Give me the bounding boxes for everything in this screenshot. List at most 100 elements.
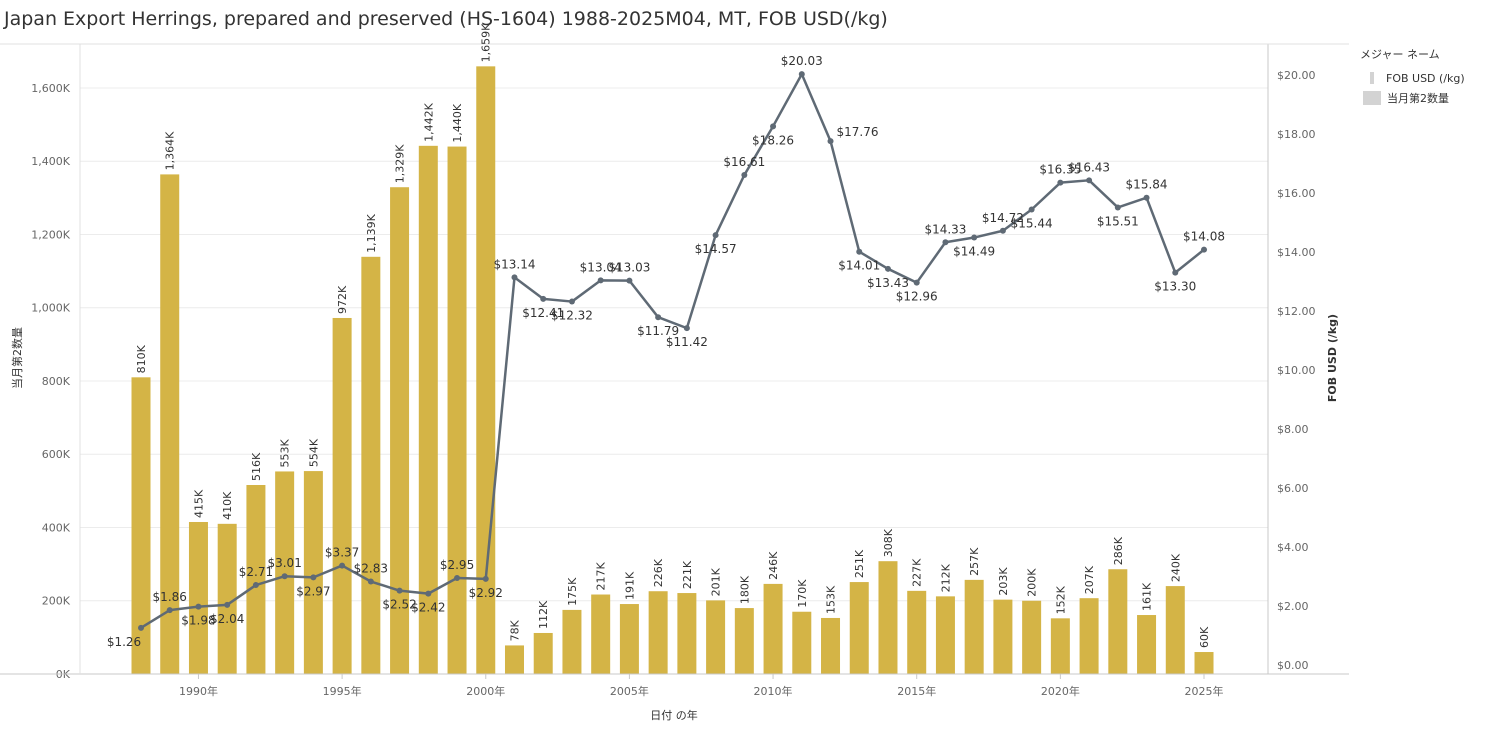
bar-data-label: 1,442K bbox=[422, 102, 435, 141]
bar-data-label: 207K bbox=[1083, 565, 1096, 594]
bar-swatch-icon bbox=[1363, 91, 1381, 105]
price-point bbox=[540, 295, 547, 302]
price-data-label: $17.76 bbox=[837, 125, 879, 139]
left-tick-label: 1,200K bbox=[31, 228, 70, 241]
price-data-label: $2.97 bbox=[296, 584, 330, 598]
price-point bbox=[770, 123, 777, 130]
bar-data-label: 1,440K bbox=[451, 103, 464, 142]
bar bbox=[1165, 586, 1185, 674]
price-data-label: $2.95 bbox=[440, 558, 474, 572]
bar bbox=[1108, 569, 1128, 674]
bar bbox=[849, 582, 869, 674]
bar bbox=[591, 594, 611, 674]
bar bbox=[217, 523, 237, 674]
left-tick-label: 1,600K bbox=[31, 82, 70, 95]
axes: 0K200K400K600K800K1,000K1,200K1,400K1,60… bbox=[0, 43, 1349, 722]
price-point bbox=[281, 573, 288, 580]
bar bbox=[1079, 598, 1099, 674]
right-tick-label: $10.00 bbox=[1277, 364, 1316, 377]
bar bbox=[303, 471, 323, 674]
bar-data-label: 175K bbox=[566, 577, 579, 606]
bar-data-label: 180K bbox=[738, 575, 751, 604]
bar-data-label: 516K bbox=[250, 452, 263, 481]
legend: メジャー ネーム FOB USD (/kg) 当月第2数量 bbox=[1360, 46, 1465, 108]
bar bbox=[332, 317, 352, 674]
price-data-label: $2.04 bbox=[210, 612, 244, 626]
price-point bbox=[166, 607, 173, 614]
bar-data-label: 415K bbox=[192, 489, 205, 518]
left-tick-label: 400K bbox=[42, 521, 71, 534]
bar-data-label: 153K bbox=[825, 585, 838, 614]
right-tick-label: $18.00 bbox=[1277, 128, 1316, 141]
bar bbox=[1137, 615, 1157, 674]
bar-data-label: 286K bbox=[1112, 536, 1125, 565]
legend-item-fob[interactable]: FOB USD (/kg) bbox=[1360, 68, 1465, 88]
bar bbox=[1050, 618, 1070, 674]
legend-item-quantity[interactable]: 当月第2数量 bbox=[1360, 88, 1465, 108]
price-data-label: $12.41 bbox=[522, 306, 564, 320]
bar-data-label: 257K bbox=[968, 547, 981, 576]
price-data-label: $20.03 bbox=[781, 54, 823, 68]
bar-data-label: 221K bbox=[681, 560, 694, 589]
right-tick-label: $6.00 bbox=[1277, 482, 1309, 495]
price-point bbox=[1028, 206, 1035, 213]
price-data-label: $15.44 bbox=[1011, 217, 1053, 231]
right-tick-label: $4.00 bbox=[1277, 541, 1309, 554]
bar bbox=[935, 596, 955, 674]
price-point bbox=[310, 574, 317, 581]
legend-label-quantity: 当月第2数量 bbox=[1387, 92, 1449, 105]
price-data-label: $11.79 bbox=[637, 324, 679, 338]
bar bbox=[188, 521, 208, 674]
bar bbox=[907, 590, 927, 674]
right-tick-label: $12.00 bbox=[1277, 305, 1316, 318]
price-point bbox=[252, 582, 259, 589]
price-point bbox=[626, 277, 633, 284]
right-tick-label: $2.00 bbox=[1277, 600, 1309, 613]
price-point bbox=[827, 138, 834, 145]
x-tick-label: 2005年 bbox=[610, 684, 649, 698]
price-point bbox=[195, 603, 202, 610]
price-point bbox=[884, 265, 891, 272]
line-series bbox=[138, 71, 1208, 631]
price-point bbox=[798, 71, 805, 78]
right-tick-label: $14.00 bbox=[1277, 246, 1316, 259]
bar bbox=[878, 561, 898, 674]
bar-data-label: 60K bbox=[1198, 626, 1211, 648]
price-point bbox=[712, 232, 719, 239]
bar-data-label: 201K bbox=[710, 567, 723, 596]
price-point bbox=[1114, 204, 1121, 211]
price-point bbox=[741, 172, 748, 179]
left-tick-label: 800K bbox=[42, 375, 71, 388]
bar-data-label: 217K bbox=[595, 562, 608, 591]
price-data-label: $1.98 bbox=[181, 614, 215, 628]
bar-data-label: 226K bbox=[652, 558, 665, 587]
price-point bbox=[511, 274, 518, 281]
price-data-label: $14.57 bbox=[695, 242, 737, 256]
x-tick-label: 2000年 bbox=[466, 684, 505, 698]
legend-label-fob: FOB USD (/kg) bbox=[1386, 71, 1465, 85]
bar-data-label: 191K bbox=[623, 571, 636, 600]
bar-data-label: 553K bbox=[279, 438, 292, 467]
data-labels: 810K 1,364K 415K 410K 516K 553K 554K 972K 1,139K… bbox=[107, 23, 1225, 649]
bar-data-label: 152K bbox=[1054, 585, 1067, 614]
bar-data-label: 246K bbox=[767, 551, 780, 580]
bar bbox=[734, 608, 754, 674]
right-axis-title: FOB USD (/kg) bbox=[1326, 314, 1339, 402]
bar-data-label: 212K bbox=[939, 563, 952, 592]
right-tick-label: $16.00 bbox=[1277, 187, 1316, 200]
bar-data-label: 1,364K bbox=[164, 131, 177, 170]
price-data-label: $2.52 bbox=[382, 598, 416, 612]
chart-area: 0K200K400K600K800K1,000K1,200K1,400K1,60… bbox=[0, 23, 1349, 722]
price-data-label: $3.37 bbox=[325, 546, 359, 560]
price-data-label: $13.03 bbox=[608, 261, 650, 275]
price-data-label: $2.71 bbox=[239, 565, 273, 579]
gridlines bbox=[80, 87, 1268, 602]
bar bbox=[792, 611, 812, 674]
bar-data-label: 972K bbox=[336, 285, 349, 314]
price-point bbox=[425, 590, 432, 597]
price-data-label: $14.01 bbox=[838, 259, 880, 273]
price-point bbox=[683, 325, 690, 332]
price-data-label: $14.08 bbox=[1183, 230, 1225, 244]
bar bbox=[821, 617, 841, 674]
price-point bbox=[913, 279, 920, 286]
